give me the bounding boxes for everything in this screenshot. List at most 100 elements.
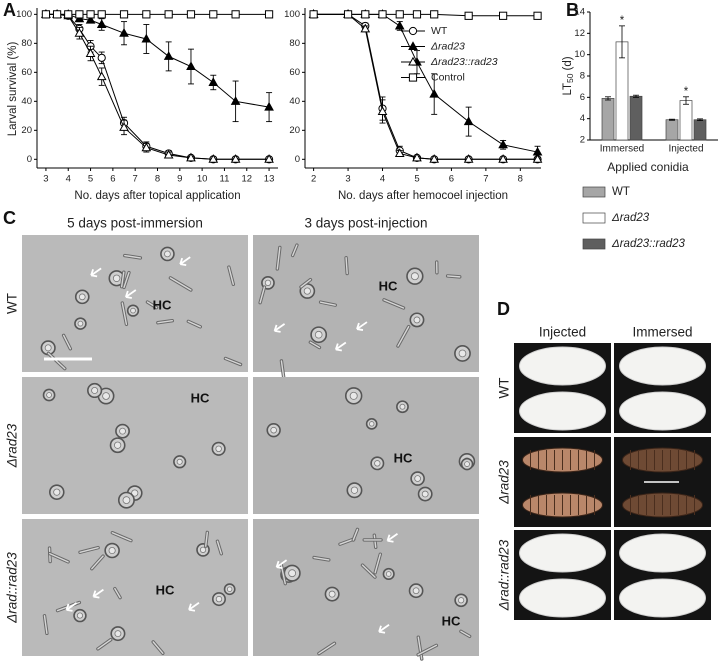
hemocyte-core [226,586,233,592]
hypha-inner [460,630,471,638]
marker [96,71,107,81]
larva [619,346,706,386]
hypha-inner [123,271,130,289]
hemocyte-core [91,386,99,394]
hemocyte-core [44,344,52,352]
marker [163,51,174,60]
hemocyte-core [413,316,421,324]
arrow [386,532,399,543]
arrow [90,267,102,278]
x-axis-label: Applied conidia [607,160,689,174]
marker [64,10,73,19]
x-tick-label: 4 [380,174,385,185]
hypha-inner [374,553,381,574]
panel-letter: D [497,299,510,319]
legend-label: Δrad23 [611,212,650,224]
larva [619,533,706,573]
marker [533,11,542,20]
larva [519,533,606,573]
marker [463,154,474,163]
x-tick-label: 4 [66,174,71,185]
bar [693,119,707,141]
hemocyte-core [458,597,465,604]
hypha-inner [62,334,72,350]
arrow [65,602,78,612]
hypha-inner [313,556,330,561]
marker [499,11,508,20]
y-tick-label: 6 [580,92,585,103]
marker [408,56,418,66]
hemocyte-core [114,441,122,449]
hemocyte-core [46,392,52,398]
arrow [378,624,390,634]
hypha-inner [79,546,99,553]
marker [264,101,274,111]
hypha-inner [47,352,66,370]
hemocyte-core [176,458,183,465]
hypha-inner [361,564,376,578]
marker [208,154,219,163]
legend-swatch [582,238,606,250]
hypha-inner [216,540,223,555]
marker [309,10,318,19]
x-tick-label: 10 [197,174,208,185]
y-tick-label: 40 [21,96,32,107]
series-line [313,13,538,153]
marker [498,154,508,163]
x-tick-label: 6 [110,174,115,185]
row-label: WT [5,293,20,314]
hypha-inner [114,587,121,599]
error-bar [605,96,611,101]
x-tick-label: 5 [88,174,93,185]
marker [408,73,418,82]
hemocyte-core [458,349,467,358]
hemocyte-core [303,287,311,295]
y-tick-label: 20 [289,125,300,136]
hypha-inner [124,254,142,259]
marker [52,10,62,19]
arrow [124,289,137,299]
x-tick-label: 3 [43,174,48,185]
hemocyte-core [399,403,406,410]
y-axis-label: LT50 (d) [562,56,575,95]
arrow [356,321,368,331]
legend-label: WT [431,25,448,37]
hemocyte-core [288,569,297,578]
legend-swatch [582,212,606,224]
marker [74,27,85,37]
hypha-inner [91,555,104,570]
marker [186,152,196,162]
x-tick-label: 6 [449,174,454,185]
hemocyte-core [108,546,116,555]
hemocyte-core [328,590,336,598]
marker [85,14,96,24]
bar [629,95,643,141]
column-header: 3 days post-injection [304,216,427,231]
y-tick-label: 20 [21,125,32,136]
y-tick-label: 40 [289,96,300,107]
y-tick-label: 0 [27,154,32,165]
hc-label: HC [379,278,398,293]
marker [394,148,405,158]
marker [142,10,151,19]
marker [377,106,388,115]
micrograph [22,377,248,514]
hypha-inner [49,552,69,563]
x-tick-label: 8 [518,174,523,185]
marker [41,10,51,19]
legend-swatch [582,186,606,198]
error-bar [683,96,689,105]
hemocyte-core [410,272,419,281]
marker [361,10,370,19]
marker [85,48,96,57]
arrow [92,588,104,599]
x-axis-label: No. days after topical application [74,190,240,202]
error-bar [697,118,703,121]
y-tick-label: 80 [289,38,300,49]
hypha-inner [120,271,125,288]
hemocyte-core [122,496,131,504]
micrograph-bg [253,235,479,372]
bar [679,100,693,141]
x-tick-label: 12 [241,174,252,185]
marker [97,10,106,19]
